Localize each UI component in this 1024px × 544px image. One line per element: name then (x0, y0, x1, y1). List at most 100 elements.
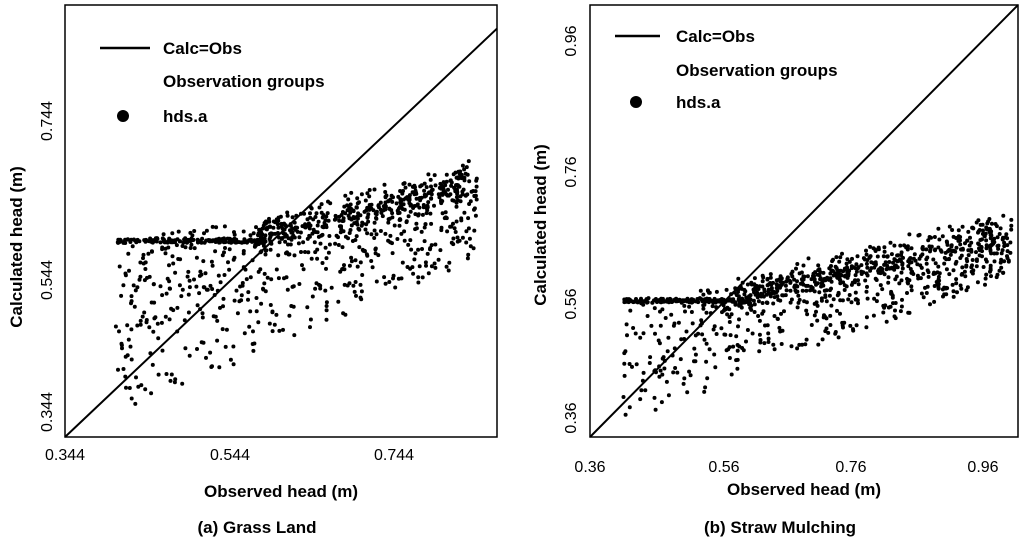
data-point (192, 246, 197, 251)
data-point (854, 262, 859, 267)
data-point (820, 337, 825, 342)
data-point (834, 266, 839, 270)
data-point (461, 187, 466, 192)
data-point (828, 288, 832, 293)
data-point (688, 373, 693, 378)
data-point (842, 267, 847, 272)
data-point (420, 275, 425, 280)
data-point (349, 190, 354, 195)
data-point (354, 205, 359, 210)
data-point (175, 305, 180, 310)
data-point (641, 331, 646, 336)
data-point (125, 353, 130, 358)
data-point (393, 285, 398, 290)
data-point (197, 291, 202, 296)
data-point (164, 291, 169, 296)
data-point (228, 357, 233, 362)
data-point (805, 274, 810, 279)
data-point (999, 257, 1004, 262)
data-point (458, 173, 463, 178)
data-point (263, 248, 268, 253)
data-point (638, 397, 643, 402)
data-point (339, 213, 344, 217)
data-point (438, 248, 443, 253)
data-point (892, 264, 897, 269)
data-point (472, 228, 477, 233)
data-point (977, 253, 982, 258)
data-point (178, 257, 183, 262)
data-point (819, 298, 824, 303)
data-point (932, 235, 937, 239)
data-point (714, 289, 719, 294)
data-point (156, 372, 161, 377)
data-point (864, 252, 869, 257)
data-point (804, 308, 809, 313)
data-point (999, 251, 1004, 256)
data-point (631, 299, 636, 304)
data-point (337, 218, 342, 223)
data-point (1002, 244, 1007, 249)
data-point (129, 294, 134, 299)
data-point (1009, 217, 1014, 222)
data-point (945, 286, 950, 291)
data-point (663, 316, 668, 320)
data-point (882, 249, 887, 254)
data-point (324, 300, 329, 305)
data-point (172, 380, 177, 385)
data-point (283, 239, 288, 244)
data-point (151, 282, 156, 287)
data-point (342, 267, 347, 272)
data-point (402, 181, 407, 186)
data-point (783, 283, 788, 288)
data-point (943, 250, 948, 255)
data-point (816, 263, 821, 268)
data-point (141, 252, 146, 257)
data-point (906, 264, 911, 269)
data-point (702, 389, 707, 394)
data-point (932, 299, 937, 304)
data-point (310, 294, 315, 299)
data-point (387, 206, 392, 211)
data-point (444, 172, 449, 177)
data-point (627, 362, 632, 366)
data-point (246, 290, 251, 295)
data-point (189, 236, 194, 241)
data-point (204, 228, 209, 233)
data-point (441, 188, 446, 193)
data-point (915, 273, 920, 278)
data-point (698, 288, 703, 293)
data-point (719, 326, 724, 331)
data-point (306, 221, 311, 226)
data-point (186, 292, 191, 297)
data-point (295, 225, 300, 230)
data-point (959, 286, 964, 291)
data-point (963, 274, 968, 279)
data-point (905, 247, 910, 252)
data-point (291, 284, 296, 289)
data-point (261, 223, 266, 228)
data-point (883, 260, 888, 265)
data-point (300, 224, 305, 229)
data-point (410, 265, 415, 270)
data-point (942, 261, 947, 266)
data-point (816, 342, 821, 347)
data-point (836, 335, 841, 340)
data-point (125, 237, 130, 242)
data-point (837, 274, 842, 279)
data-point (772, 295, 777, 300)
data-point (949, 244, 954, 249)
data-point (795, 346, 800, 351)
data-point (425, 203, 430, 208)
x-axis-label: Observed head (m) (727, 480, 881, 499)
data-point (224, 327, 229, 332)
data-point (676, 320, 681, 325)
panel-caption: (b) Straw Mulching (704, 518, 856, 537)
data-point (827, 266, 832, 271)
data-point (945, 240, 949, 245)
data-point (831, 257, 835, 262)
data-point (323, 288, 328, 293)
data-point (880, 287, 885, 292)
data-point (838, 311, 842, 316)
data-point (895, 253, 900, 258)
data-point (392, 223, 397, 228)
